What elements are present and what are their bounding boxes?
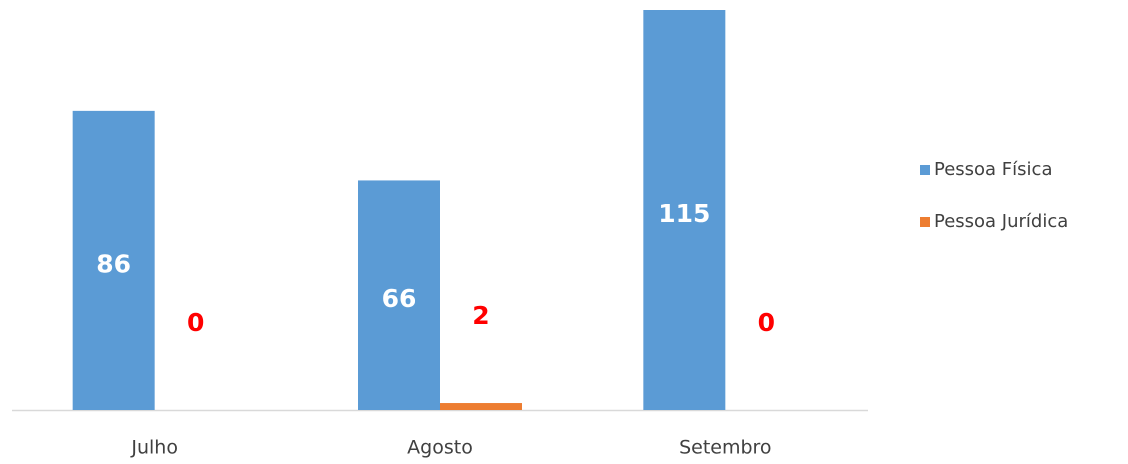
x-tick-label: Agosto — [407, 437, 473, 459]
legend-label: Pessoa Física — [934, 159, 1052, 180]
bar — [358, 180, 440, 410]
data-label: 115 — [658, 199, 710, 228]
data-label: 66 — [382, 284, 417, 313]
data-label: 86 — [96, 249, 131, 278]
data-label: 0 — [187, 308, 204, 337]
bar — [72, 110, 155, 410]
data-label: 2 — [472, 301, 489, 330]
legend-swatch — [920, 165, 930, 175]
legend-swatch — [920, 217, 930, 227]
x-tick-label: Julho — [130, 437, 178, 459]
x-tick-label: Setembro — [679, 437, 771, 459]
legend-label: Pessoa Jurídica — [934, 211, 1068, 232]
bar — [440, 403, 522, 410]
data-label: 0 — [758, 308, 775, 337]
bar — [643, 10, 726, 410]
